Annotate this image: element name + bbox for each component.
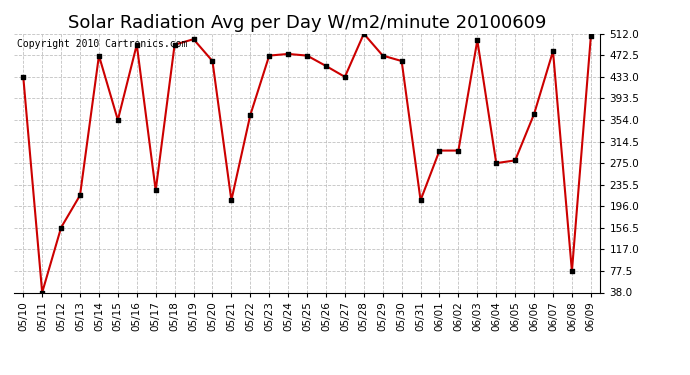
Title: Solar Radiation Avg per Day W/m2/minute 20100609: Solar Radiation Avg per Day W/m2/minute … (68, 14, 546, 32)
Text: Copyright 2010 Cartronics.com: Copyright 2010 Cartronics.com (17, 39, 187, 49)
Point (169, 42, 180, 48)
Point (245, 112, 256, 118)
Point (491, 160, 502, 166)
Point (150, 188, 161, 194)
Point (302, 53, 313, 58)
Point (56, 225, 67, 231)
Point (358, 31, 369, 37)
Point (131, 42, 142, 48)
Point (566, 268, 578, 274)
Point (339, 74, 351, 80)
Point (207, 58, 218, 64)
Point (264, 53, 275, 58)
Point (585, 33, 596, 39)
Point (415, 197, 426, 203)
Point (283, 51, 294, 57)
Point (188, 36, 199, 42)
Point (547, 48, 558, 54)
Point (93, 53, 104, 58)
Point (529, 111, 540, 117)
Point (37, 290, 48, 296)
Point (434, 148, 445, 154)
Point (75, 192, 86, 198)
Point (510, 158, 521, 164)
Point (18, 74, 29, 80)
Point (472, 37, 483, 43)
Point (453, 148, 464, 154)
Point (226, 197, 237, 203)
Point (320, 63, 331, 69)
Point (112, 117, 124, 123)
Point (396, 58, 407, 64)
Point (377, 53, 388, 58)
